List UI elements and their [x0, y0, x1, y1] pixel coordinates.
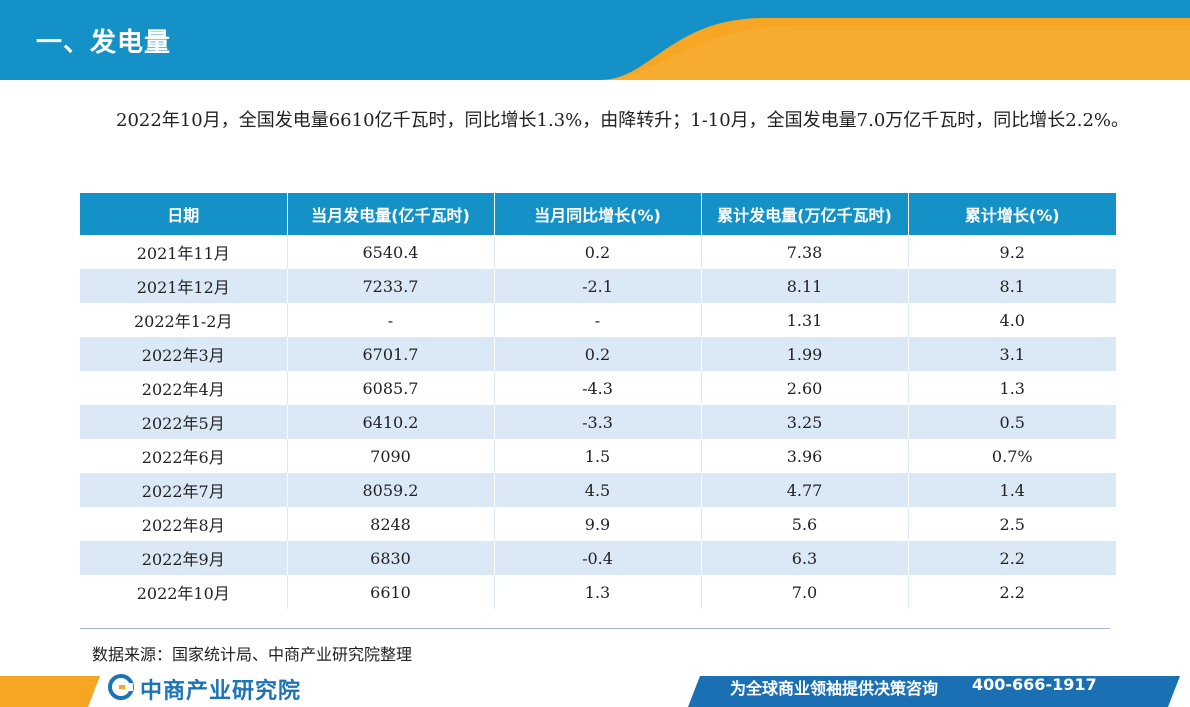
table-cell: 8059.2 [287, 473, 495, 507]
page-title: 一、发电量 [36, 28, 172, 58]
footer-divider [80, 628, 1110, 629]
table-row: 2022年3月 6701.7 0.2 1.99 3.1 [80, 337, 1116, 371]
column-header: 当月发电量(亿千瓦时) [287, 193, 495, 235]
table-cell: -3.3 [494, 405, 702, 439]
table-cell: 2.5 [908, 507, 1116, 541]
table-header-row: 日期 当月发电量(亿千瓦时) 当月同比增长(%) 累计发电量(万亿千瓦时) 累计增长(%… [80, 193, 1116, 235]
table-cell: 4.5 [494, 473, 702, 507]
table-cell: 2022年5月 [80, 405, 288, 439]
table-cell: 2022年1-2月 [80, 303, 288, 337]
table-cell: 2022年8月 [80, 507, 288, 541]
table-cell: 2.2 [908, 575, 1116, 609]
table-cell: - [494, 303, 702, 337]
footer-slogan: 为全球商业领袖提供决策咨询 [730, 679, 939, 698]
table-cell: 1.3 [908, 371, 1116, 405]
table-cell: 9.9 [494, 507, 702, 541]
table-cell: -4.3 [494, 371, 702, 405]
footer-phone: 400-666-1917 [972, 675, 1097, 694]
table-cell: 7090 [287, 439, 495, 473]
table-cell: 6410.2 [287, 405, 495, 439]
table-cell: 6830 [287, 541, 495, 575]
table-cell: 6085.7 [287, 371, 495, 405]
table-cell: 6.3 [701, 541, 909, 575]
table-cell: 5.6 [701, 507, 909, 541]
table-cell: 1.99 [701, 337, 909, 371]
cs-logo-icon [108, 674, 134, 700]
table-cell: 2.60 [701, 371, 909, 405]
table-cell: 2022年4月 [80, 371, 288, 405]
table-row: 2022年4月 6085.7 -4.3 2.60 1.3 [80, 371, 1116, 405]
table-cell: 7233.7 [287, 269, 495, 303]
table-row: 2022年6月 7090 1.5 3.96 0.7% [80, 439, 1116, 473]
footer-bar [0, 668, 1190, 707]
table-row: 2022年8月 8248 9.9 5.6 2.5 [80, 507, 1116, 541]
column-header: 当月同比增长(%) [494, 193, 702, 235]
table-cell: 3.25 [701, 405, 909, 439]
table-row: 2022年7月 8059.2 4.5 4.77 1.4 [80, 473, 1116, 507]
table-cell: 2021年12月 [80, 269, 288, 303]
table-row: 2022年9月 6830 -0.4 6.3 2.2 [80, 541, 1116, 575]
summary-paragraph: 2022年10月，全国发电量6610亿千瓦时，同比增长1.3%，由降转升；1-1… [116, 110, 1130, 131]
footer-banner [0, 668, 1190, 707]
table-cell: 9.2 [908, 235, 1116, 269]
column-header: 累计发电量(万亿千瓦时) [701, 193, 909, 235]
table-cell: 7.0 [701, 575, 909, 609]
table-cell: 6610 [287, 575, 495, 609]
table-cell: 2022年3月 [80, 337, 288, 371]
table-cell: 2022年7月 [80, 473, 288, 507]
table-row: 2022年1-2月 - -1.31 4.0 [80, 303, 1116, 337]
header-banner [0, 0, 1190, 80]
table-cell: 2022年10月 [80, 575, 288, 609]
table-cell: 3.96 [701, 439, 909, 473]
table-cell: 8248 [287, 507, 495, 541]
table-cell: 1.31 [701, 303, 909, 337]
table-cell: 0.7% [908, 439, 1116, 473]
table-cell: 6540.4 [287, 235, 495, 269]
table-row: 2021年11月 6540.4 0.2 7.38 9.2 [80, 235, 1116, 269]
table-cell: -0.4 [494, 541, 702, 575]
table-row: 2022年10月 6610 1.3 7.0 2.2 [80, 575, 1116, 609]
table-cell: 1.3 [494, 575, 702, 609]
table-cell: 4.0 [908, 303, 1116, 337]
table-cell: 7.38 [701, 235, 909, 269]
power-generation-table: 日期 当月发电量(亿千瓦时) 当月同比增长(%) 累计发电量(万亿千瓦时) 累计增长(%… [80, 193, 1116, 609]
table-cell: 0.2 [494, 337, 702, 371]
table-cell: 6701.7 [287, 337, 495, 371]
data-source: 数据来源：国家统计局、中商产业研究院整理 [92, 645, 413, 664]
table-cell: -2.1 [494, 269, 702, 303]
table-cell: 1.4 [908, 473, 1116, 507]
table-row: 2022年5月 6410.2 -3.3 3.25 0.5 [80, 405, 1116, 439]
table-cell: 8.11 [701, 269, 909, 303]
table-cell: 8.1 [908, 269, 1116, 303]
table-cell: 0.5 [908, 405, 1116, 439]
table-row: 2021年12月 7233.7 -2.1 8.11 8.1 [80, 269, 1116, 303]
page-header: 一、发电量 [0, 0, 1190, 80]
table-cell: 2022年6月 [80, 439, 288, 473]
table-cell: 0.2 [494, 235, 702, 269]
table-cell: - [287, 303, 495, 337]
company-logo-text: 中商产业研究院 [140, 679, 302, 704]
table-cell: 4.77 [701, 473, 909, 507]
column-header: 累计增长(%) [908, 193, 1116, 235]
table-cell: 2022年9月 [80, 541, 288, 575]
table-cell: 2021年11月 [80, 235, 288, 269]
table-cell: 2.2 [908, 541, 1116, 575]
table-cell: 1.5 [494, 439, 702, 473]
table-cell: 3.1 [908, 337, 1116, 371]
column-header: 日期 [80, 193, 288, 235]
table-body: 2021年11月 6540.4 0.2 7.38 9.2 2021年12月 7233.7 -2… [80, 235, 1116, 609]
